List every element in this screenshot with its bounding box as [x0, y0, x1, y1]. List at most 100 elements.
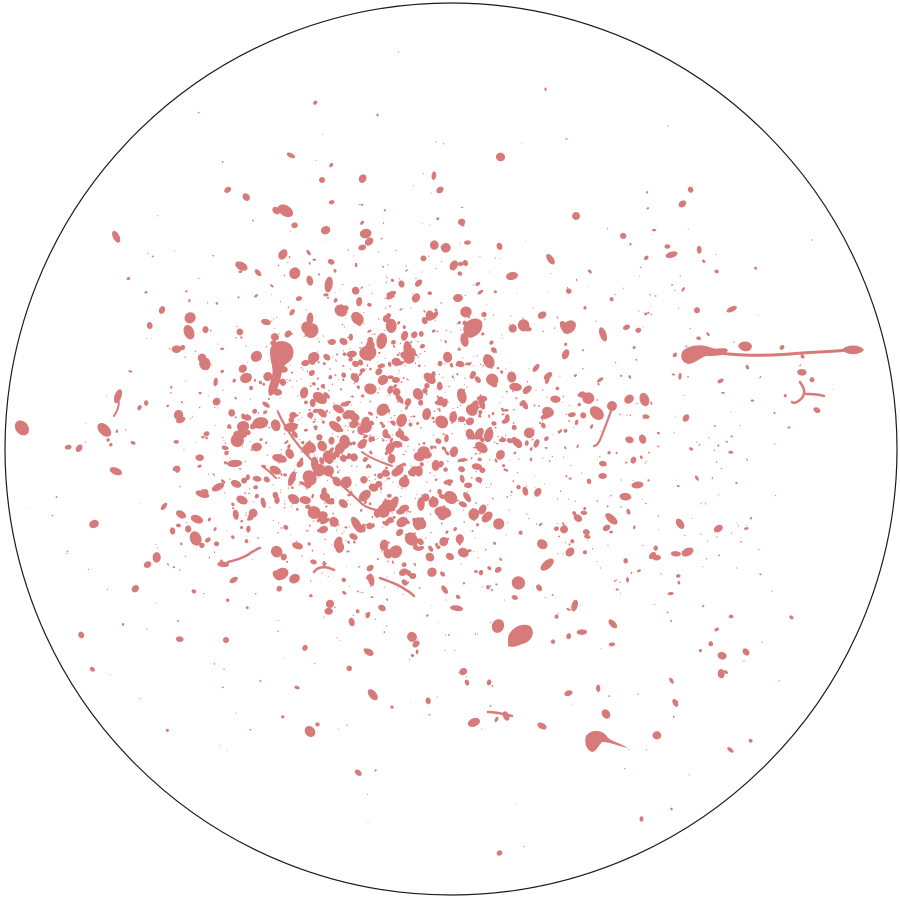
- splatter-droplet: [298, 412, 301, 414]
- splatter-droplet: [706, 332, 710, 337]
- splatter-droplet: [373, 350, 375, 352]
- splatter-droplet: [272, 454, 287, 463]
- splatter-droplet: [555, 597, 557, 599]
- splatter-droplet: [648, 451, 650, 454]
- splatter-droplet: [347, 540, 350, 544]
- splatter-droplet: [532, 363, 540, 372]
- splatter-droplet: [238, 468, 242, 470]
- splatter-droplet: [286, 152, 296, 159]
- splatter-droplet: [425, 697, 431, 705]
- splatter-droplet: [346, 665, 352, 672]
- splatter-droplet: [268, 359, 270, 361]
- splatter-droplet: [347, 429, 349, 432]
- splatter-droplet: [436, 186, 444, 194]
- splatter-droplet: [638, 310, 640, 312]
- splatter-droplet: [739, 425, 741, 427]
- splatter-droplet: [557, 522, 559, 525]
- splatter-droplet: [220, 479, 226, 484]
- splatter-droplet: [488, 416, 491, 418]
- splatter-droplet: [401, 403, 404, 405]
- splatter-droplet: [249, 728, 252, 731]
- splatter-droplet: [324, 538, 326, 541]
- splatter-droplet: [257, 476, 261, 480]
- splatter-droplet: [401, 462, 407, 467]
- splatter-droplet: [245, 514, 247, 516]
- splatter-droplet: [321, 420, 325, 424]
- splatter-droplet: [488, 426, 492, 429]
- splatter-droplet: [223, 440, 225, 442]
- splatter-droplet: [511, 436, 519, 446]
- splatter-droplet: [294, 685, 300, 690]
- splatter-droplet: [414, 362, 417, 365]
- splatter-droplet: [597, 377, 604, 383]
- splatter-droplet: [566, 633, 572, 640]
- splatter-droplet: [394, 414, 396, 417]
- splatter-droplet: [383, 631, 386, 634]
- splatter-droplet: [306, 487, 308, 490]
- splatter-droplet: [385, 318, 397, 333]
- splatter-droplet: [211, 364, 213, 366]
- splatter-droplet: [759, 375, 762, 379]
- splatter-droplet: [736, 522, 738, 524]
- splatter-droplet: [317, 273, 321, 276]
- splatter-droplet: [410, 415, 412, 418]
- splatter-droplet: [343, 326, 346, 328]
- splatter-blob: [585, 730, 628, 752]
- splatter-droplet: [254, 592, 257, 595]
- splatter-droplet: [257, 412, 260, 414]
- splatter-droplet: [341, 372, 347, 378]
- splatter-droplet: [258, 380, 263, 385]
- splatter-droplet: [317, 528, 322, 533]
- splatter-droplet: [457, 348, 461, 351]
- splatter-droplet: [313, 425, 317, 429]
- splatter-droplet: [230, 479, 242, 488]
- splatter-droplet: [362, 456, 368, 463]
- splatter-droplet: [436, 396, 445, 406]
- splatter-droplet: [407, 510, 409, 513]
- splatter-droplet: [728, 450, 734, 454]
- splatter-droplet: [416, 421, 420, 425]
- splatter-droplet: [198, 277, 200, 279]
- splatter-droplet: [369, 357, 372, 361]
- splatter-droplet: [443, 467, 448, 472]
- splatter-droplet: [412, 415, 416, 418]
- splatter-droplet: [576, 444, 579, 449]
- splatter-droplet: [591, 547, 594, 550]
- splatter-droplet: [409, 573, 417, 579]
- splatter-droplet: [147, 252, 150, 255]
- splatter-droplet: [197, 353, 207, 363]
- splatter-droplet: [440, 571, 446, 577]
- splatter-droplet: [236, 420, 250, 433]
- splatter-droplet: [602, 524, 611, 532]
- splatter-droplet: [656, 431, 660, 435]
- splatter-droplet: [675, 479, 677, 481]
- splatter-droplet: [584, 531, 587, 533]
- splatter-droplet: [128, 370, 133, 373]
- splatter-droplet: [367, 689, 378, 701]
- splatter-droplet: [714, 532, 716, 534]
- splatter-droplet: [420, 474, 422, 476]
- splatter-droplet: [283, 473, 287, 477]
- splatter-droplet: [365, 368, 367, 370]
- splatter-droplet: [189, 531, 202, 546]
- splatter-droplet: [289, 231, 291, 233]
- splatter-droplet: [556, 316, 559, 319]
- splatter-droplet: [223, 668, 225, 670]
- splatter-droplet: [185, 290, 188, 293]
- splatter-droplet: [157, 215, 159, 217]
- splatter-droplet: [409, 347, 416, 355]
- splatter-droplet: [586, 478, 592, 485]
- splatter-droplet: [415, 282, 419, 285]
- splatter-droplet: [429, 376, 431, 378]
- splatter-droplet: [469, 402, 480, 413]
- splatter-droplet: [302, 446, 305, 448]
- splatter-droplet: [707, 540, 709, 542]
- splatter-droplet: [385, 281, 387, 284]
- splatter-droplet: [418, 330, 424, 337]
- splatter-droplet: [383, 586, 385, 589]
- splatter-droplet: [737, 525, 739, 527]
- splatter-droplet: [356, 385, 361, 389]
- splatter-droplet: [452, 500, 455, 502]
- splatter-droplet: [385, 442, 395, 454]
- splatter-droplet: [581, 349, 584, 352]
